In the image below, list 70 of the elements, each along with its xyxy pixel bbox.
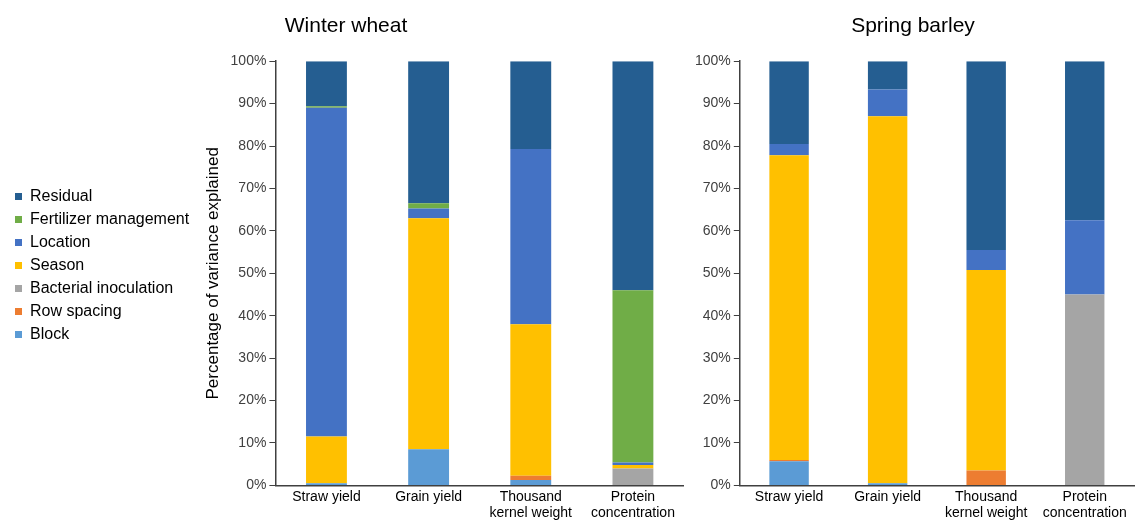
y-tick-label: 70% (702, 179, 731, 196)
bar (966, 470, 1006, 485)
bar (612, 290, 654, 463)
y-tick-label: 30% (238, 349, 267, 365)
bar (510, 324, 552, 476)
bar (966, 61, 1006, 250)
x-tick-label: Protein concentration (1042, 487, 1127, 521)
x-tick-label: Thousand kernel weight (489, 487, 573, 521)
y-tick-label: 90% (238, 94, 267, 111)
bar (769, 143, 809, 156)
bar (510, 61, 552, 150)
y-tick-label: 30% (702, 349, 731, 365)
x-tick-label: Grain yield (854, 487, 922, 504)
bar (510, 149, 552, 325)
bar (966, 269, 1006, 471)
y-tick-label: 0% (246, 476, 267, 493)
y-tick-label: 100% (230, 52, 267, 69)
x-tick-label: Thousand kernel weight (944, 487, 1028, 521)
legend-label: Fertilizer management (30, 209, 190, 227)
y-tick-label: 70% (238, 179, 267, 196)
legend-label: Season (30, 255, 85, 273)
bar (306, 436, 347, 484)
x-tick-label: Straw yield (292, 487, 361, 504)
chart-title: Spring barley (851, 13, 976, 37)
y-tick-label: 10% (702, 433, 731, 450)
legend-label: Row spacing (30, 301, 122, 319)
y-tick-label: 40% (238, 306, 267, 323)
bar (867, 89, 908, 117)
y-tick-label: 10% (238, 433, 267, 450)
bar (867, 116, 908, 484)
bar (1065, 61, 1105, 221)
y-tick-label: 60% (238, 221, 267, 238)
y-tick-label: 0% (710, 476, 731, 493)
bar (306, 107, 347, 437)
bar (408, 449, 450, 485)
bar (1065, 294, 1105, 485)
bar (966, 249, 1006, 270)
bar (408, 218, 450, 450)
legend-label: Block (30, 324, 71, 342)
bar (867, 61, 908, 90)
bar (306, 61, 347, 107)
bar (408, 208, 450, 219)
legend-label: Location (30, 232, 91, 250)
legend-label: Bacterial inoculation (30, 278, 174, 296)
y-axis-title: Percentage of variance explained (203, 147, 223, 400)
y-tick-label: 20% (238, 391, 267, 408)
bar (612, 61, 654, 291)
y-tick-label: 50% (702, 264, 731, 281)
x-tick-label: Protein concentration (590, 487, 675, 521)
bar (769, 61, 809, 144)
y-tick-label: 40% (702, 306, 731, 323)
bar (769, 461, 809, 485)
y-tick-label: 50% (238, 264, 267, 281)
bar (769, 155, 809, 460)
chart-title: Winter wheat (284, 13, 408, 37)
y-tick-label: 60% (702, 221, 731, 238)
bar (510, 475, 552, 480)
y-tick-label: 20% (702, 391, 731, 408)
y-tick-label: 90% (702, 94, 731, 111)
bar (1065, 220, 1105, 295)
y-tick-label: 80% (702, 136, 731, 153)
y-tick-label: 100% (694, 52, 731, 69)
bar (408, 61, 450, 204)
y-tick-label: 80% (238, 136, 267, 153)
bar (612, 468, 654, 485)
x-tick-label: Grain yield (395, 487, 463, 504)
legend-label: Residual (30, 186, 93, 204)
bar (408, 203, 450, 209)
bar (510, 479, 552, 485)
x-tick-label: Straw yield (754, 487, 824, 504)
